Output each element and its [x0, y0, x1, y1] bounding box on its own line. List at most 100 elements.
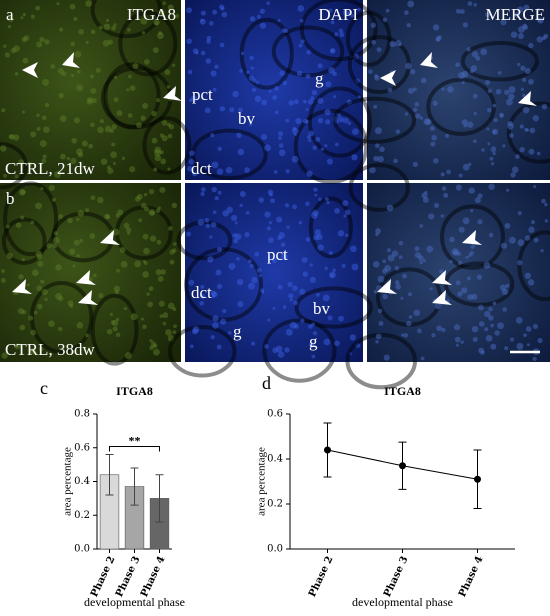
nucleus — [315, 292, 320, 297]
nucleus — [462, 22, 469, 28]
nucleus — [280, 253, 288, 261]
nucleus — [74, 50, 82, 58]
nucleus — [186, 38, 192, 44]
nucleus — [525, 128, 529, 132]
nucleus — [485, 12, 491, 18]
nucleus — [375, 232, 379, 237]
nucleus — [214, 64, 219, 69]
nucleus — [155, 269, 162, 276]
nucleus — [18, 159, 25, 166]
nucleus — [433, 202, 440, 208]
nucleus — [528, 226, 535, 233]
nucleus — [508, 86, 516, 94]
nucleus — [13, 134, 20, 141]
nucleus — [405, 62, 412, 70]
nucleus — [240, 51, 245, 56]
nucleus — [408, 292, 413, 297]
nucleus — [489, 156, 494, 161]
nucleus — [154, 154, 162, 162]
nucleus — [306, 49, 311, 55]
tubule — [307, 86, 372, 158]
nucleus — [277, 236, 282, 241]
nucleus — [470, 244, 476, 249]
nucleus — [158, 300, 165, 307]
x-axis-label: developmental phase — [352, 595, 453, 609]
nucleus — [192, 171, 198, 177]
nucleus — [422, 259, 426, 263]
nucleus — [39, 140, 47, 147]
nucleus — [147, 301, 154, 308]
nucleus — [471, 325, 479, 333]
nucleus — [306, 170, 313, 177]
nucleus — [172, 242, 177, 246]
nucleus — [404, 112, 409, 116]
nucleus — [274, 86, 279, 91]
nucleus — [143, 247, 150, 255]
nucleus — [77, 210, 85, 217]
nucleus — [520, 87, 524, 91]
nucleus — [39, 346, 44, 352]
tubule — [308, 196, 353, 259]
nucleus — [111, 124, 117, 130]
nucleus — [512, 166, 519, 173]
nucleus — [197, 218, 205, 226]
nucleus — [172, 307, 177, 312]
nucleus — [40, 187, 44, 191]
nucleus — [326, 158, 333, 165]
nucleus — [302, 118, 309, 124]
nucleus — [420, 356, 425, 361]
nucleus — [140, 115, 146, 121]
nucleus — [324, 144, 328, 148]
nucleus — [0, 145, 7, 152]
nucleus — [282, 80, 288, 86]
nucleus — [231, 214, 238, 222]
nucleus — [36, 113, 40, 118]
nucleus — [200, 10, 206, 16]
nucleus — [477, 304, 484, 311]
nucleus — [161, 135, 168, 142]
nucleus — [211, 291, 218, 298]
nucleus — [115, 332, 121, 337]
nucleus — [61, 71, 67, 77]
nucleus — [159, 186, 166, 194]
tubule — [293, 108, 369, 184]
nucleus — [124, 352, 132, 360]
nucleus — [532, 356, 537, 361]
nucleus — [35, 5, 41, 11]
nucleus — [295, 117, 302, 125]
nucleus — [249, 263, 254, 268]
nucleus — [395, 129, 401, 134]
nucleus — [311, 322, 316, 327]
y-tick-label: 0.6 — [74, 442, 90, 453]
nucleus — [494, 330, 500, 336]
nucleus — [523, 4, 530, 11]
nucleus — [467, 1, 473, 6]
nucleus — [311, 354, 316, 359]
x-tick-label: Phase 3 — [382, 555, 410, 599]
nucleus — [36, 41, 43, 48]
nucleus — [200, 191, 205, 197]
nucleus — [48, 184, 55, 192]
nucleus — [162, 321, 167, 326]
nucleus — [528, 42, 534, 49]
nucleus — [14, 343, 21, 350]
nucleus — [164, 69, 171, 75]
nucleus — [508, 236, 516, 244]
nucleus — [91, 98, 97, 104]
condition: CTRL, 38dw — [5, 340, 95, 359]
nucleus — [536, 151, 541, 156]
nucleus — [519, 146, 525, 153]
nucleus — [103, 23, 111, 31]
nucleus — [225, 166, 233, 174]
nucleus — [299, 288, 306, 295]
nucleus — [126, 227, 132, 233]
y-tick-label: 0.0 — [74, 544, 90, 555]
tubule — [262, 318, 337, 383]
nucleus — [351, 154, 358, 161]
nucleus — [30, 329, 37, 336]
arrow — [78, 290, 98, 305]
nucleus — [492, 151, 496, 156]
nucleus — [35, 202, 43, 210]
x-tick-label: Phase 3 — [114, 555, 142, 599]
